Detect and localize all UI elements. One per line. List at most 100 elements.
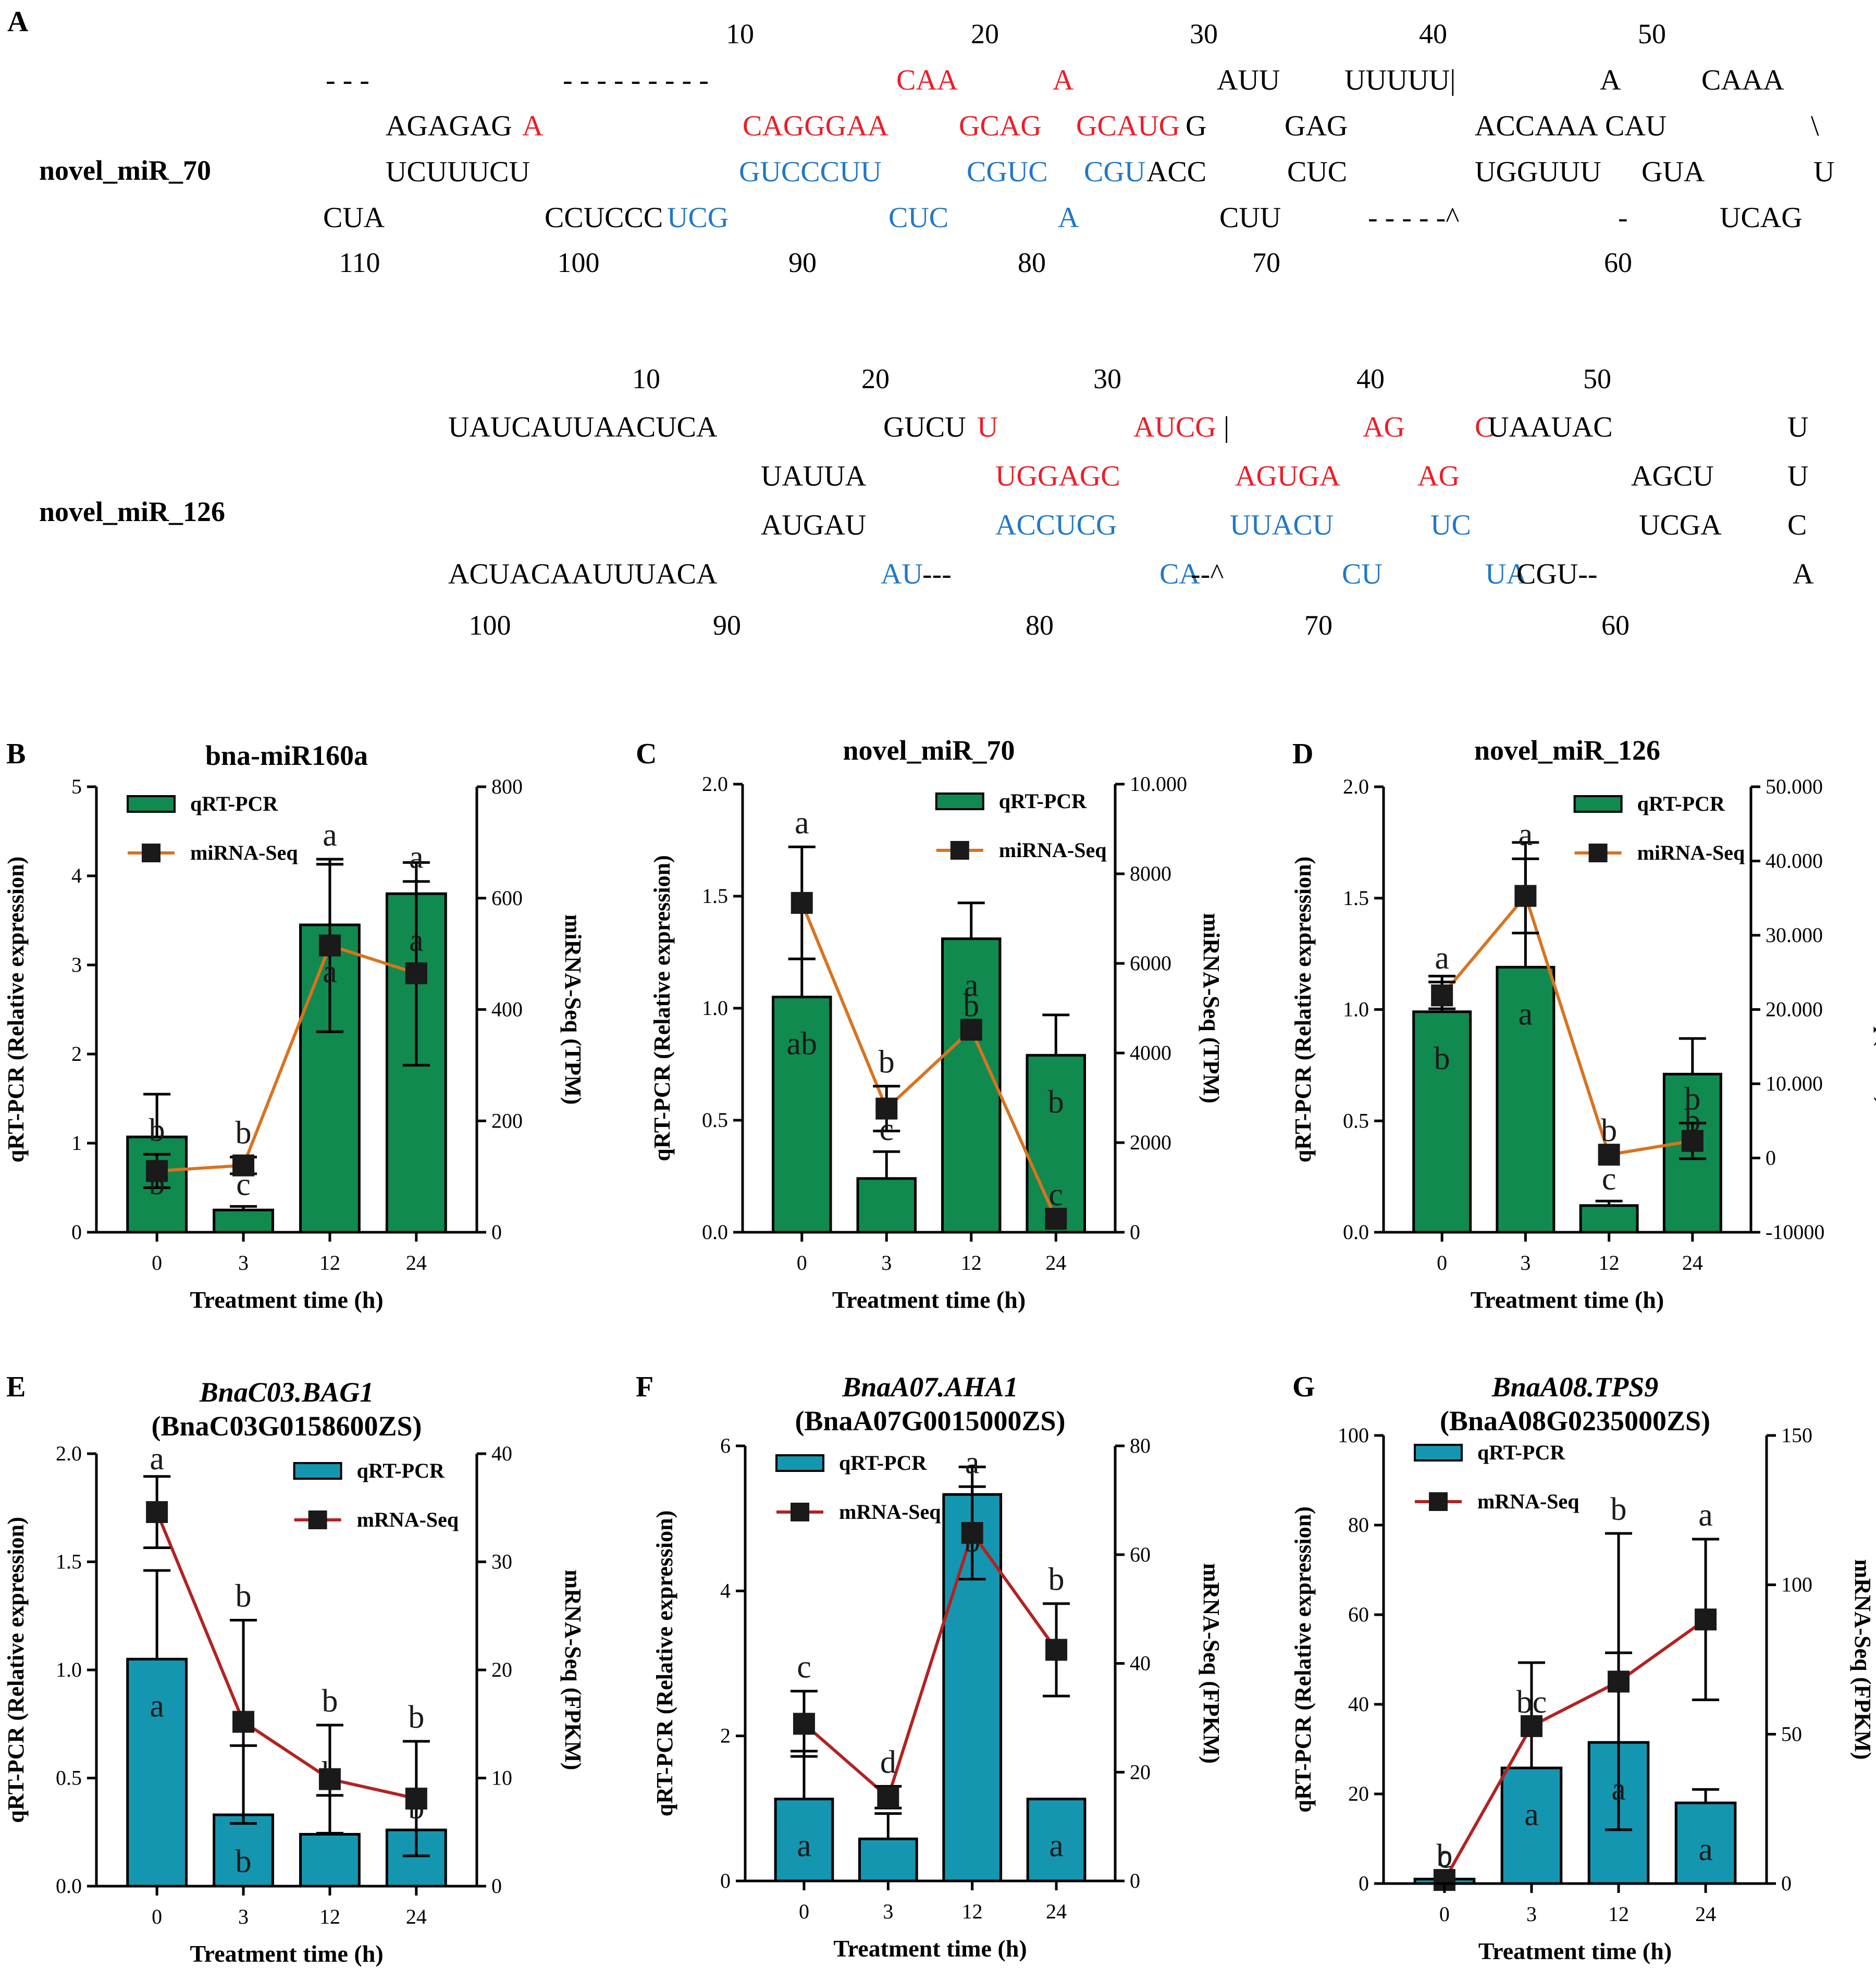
position-number: 80 [1018, 247, 1046, 278]
position-number: 50 [1583, 363, 1611, 394]
y-tick-label: 0 [71, 1220, 82, 1244]
significance-letter: a [150, 1441, 164, 1477]
legend-bar-swatch [1414, 1444, 1463, 1462]
sequence-segment: CGUC [967, 156, 1048, 188]
line-marker [1514, 885, 1537, 907]
sequence-segment: CAA [896, 64, 958, 96]
line-marker [875, 1097, 898, 1120]
y2-tick-label: 20 [1130, 1760, 1151, 1784]
chart-g: G BnaA08.TPS9(BnaA08G0235000ZS) c a a a b bc b a 0… [1290, 1371, 1875, 1964]
sequence-segment: - - - - -^ [1368, 202, 1460, 234]
position-number: 30 [1093, 363, 1121, 394]
significance-letter: a [323, 954, 337, 989]
line-marker [791, 891, 813, 914]
y-tick-label: 1 [71, 1131, 82, 1155]
y-tick-label: 4 [720, 1579, 731, 1602]
x-tick-label: 0 [152, 1905, 162, 1928]
legend-bar-swatch [935, 792, 984, 810]
x-axis-title: Treatment time (h) [833, 1935, 1027, 1962]
sequence-segment: CA [1159, 558, 1200, 590]
legend-bar-swatch [293, 1462, 342, 1480]
legend-label: qRT-PCR [357, 1459, 445, 1482]
position-number: 20 [861, 363, 890, 394]
significance-letter: a [323, 818, 337, 853]
y-tick-label: 1.0 [1343, 998, 1369, 1021]
chart-subtitle: (BnaC03G0158600ZS) [151, 1410, 422, 1442]
x-tick-label: 0 [799, 1900, 809, 1923]
position-number: 100 [469, 610, 511, 641]
y2-tick-label: -10000 [1766, 1220, 1824, 1244]
y2-tick-label: 0 [1130, 1220, 1140, 1244]
position-number: 10 [726, 18, 754, 49]
sequence-segment: CUA [323, 202, 385, 234]
chart-title: novel_miR_70 [843, 735, 1015, 766]
y-tick-label: 0.0 [702, 1220, 728, 1244]
sequence-segment: A [1058, 202, 1079, 234]
y-tick-label: 2.0 [1343, 775, 1369, 798]
y-tick-label: 2.0 [56, 1442, 82, 1465]
position-number: 60 [1604, 247, 1632, 278]
sequence-segment: UCG [667, 202, 729, 234]
y-tick-label: 0 [720, 1869, 731, 1892]
position-number: 70 [1252, 247, 1280, 278]
significance-letter: b [964, 1524, 980, 1559]
legend: qRT-PCR miRNA-Seq [935, 789, 1106, 862]
sequence-segment: C [1475, 411, 1494, 443]
sequence-segment: ACCUCG [995, 509, 1117, 541]
significance-letter: b [1684, 1082, 1700, 1117]
bar [1579, 1204, 1639, 1234]
y-tick-label: 2 [720, 1724, 731, 1748]
x-tick-label: 24 [1682, 1251, 1703, 1274]
y2-tick-label: 4000 [1130, 1041, 1171, 1064]
legend-label: qRT-PCR [1477, 1441, 1565, 1464]
significance-letter: a [409, 923, 424, 958]
sequence-segment: - - - [326, 64, 369, 96]
y-tick-label: 1.5 [1343, 886, 1369, 910]
bar [126, 1657, 188, 1888]
y-tick-label: 0 [1359, 1872, 1369, 1895]
sequence-segment: U [1787, 460, 1808, 492]
bar [213, 1813, 274, 1888]
x-tick-label: 12 [1608, 1902, 1629, 1926]
significance-letter: b [963, 988, 979, 1023]
position-number: 30 [1190, 18, 1218, 49]
significance-letter: c [1602, 1161, 1616, 1197]
hairpin-name: novel_miR_126 [39, 496, 225, 527]
significance-letter: b [879, 1045, 895, 1080]
panel-letter: B [6, 738, 26, 770]
significance-letter: a [881, 1774, 896, 1810]
hairpin-name: novel_miR_70 [39, 155, 211, 186]
x-tick-label: 0 [1439, 1902, 1450, 1926]
sequence-segment: | [1224, 411, 1229, 443]
significance-letter: a [1049, 1828, 1064, 1864]
line-marker [1045, 1208, 1067, 1230]
significance-letter: a [1698, 1832, 1713, 1867]
sequence-segment: UUUUU| [1344, 64, 1455, 96]
line-marker [318, 1768, 341, 1790]
legend-marker-swatch [142, 844, 161, 862]
panel-letter: G [1292, 1371, 1315, 1403]
y2-tick-label: 150 [1781, 1423, 1812, 1447]
line-marker [405, 1787, 427, 1810]
chart-f: F BnaA07.AHA1(BnaA07G0015000ZS)aabacdab02… [636, 1371, 1224, 1962]
sequence-segment: CU [1342, 558, 1383, 590]
line-marker [1681, 1130, 1704, 1152]
y-tick-label: 3 [71, 953, 82, 976]
y-tick-label: 5 [71, 775, 82, 798]
sequence-segment: ACCAAA [1475, 110, 1598, 142]
line-marker [146, 1160, 168, 1182]
sequence-segment: CGU [1084, 156, 1145, 188]
legend-label: mRNA-Seq [357, 1508, 459, 1531]
y2-tick-label: 0 [491, 1220, 502, 1244]
position-number: 50 [1638, 18, 1666, 49]
y2-axis-title: miRNA-Seq (TPM) [1199, 913, 1224, 1103]
position-number: 100 [558, 247, 600, 278]
sequence-segment: CGU-- [1516, 558, 1598, 590]
significance-letter: a [965, 1445, 980, 1480]
position-number: 20 [971, 18, 999, 49]
legend-label: mRNA-Seq [1477, 1490, 1579, 1513]
sequence-segment: --- [922, 558, 952, 590]
legend-label: mRNA-Seq [839, 1500, 941, 1524]
position-number: 110 [339, 247, 380, 278]
x-axis-title: Treatment time (h) [1471, 1286, 1664, 1313]
